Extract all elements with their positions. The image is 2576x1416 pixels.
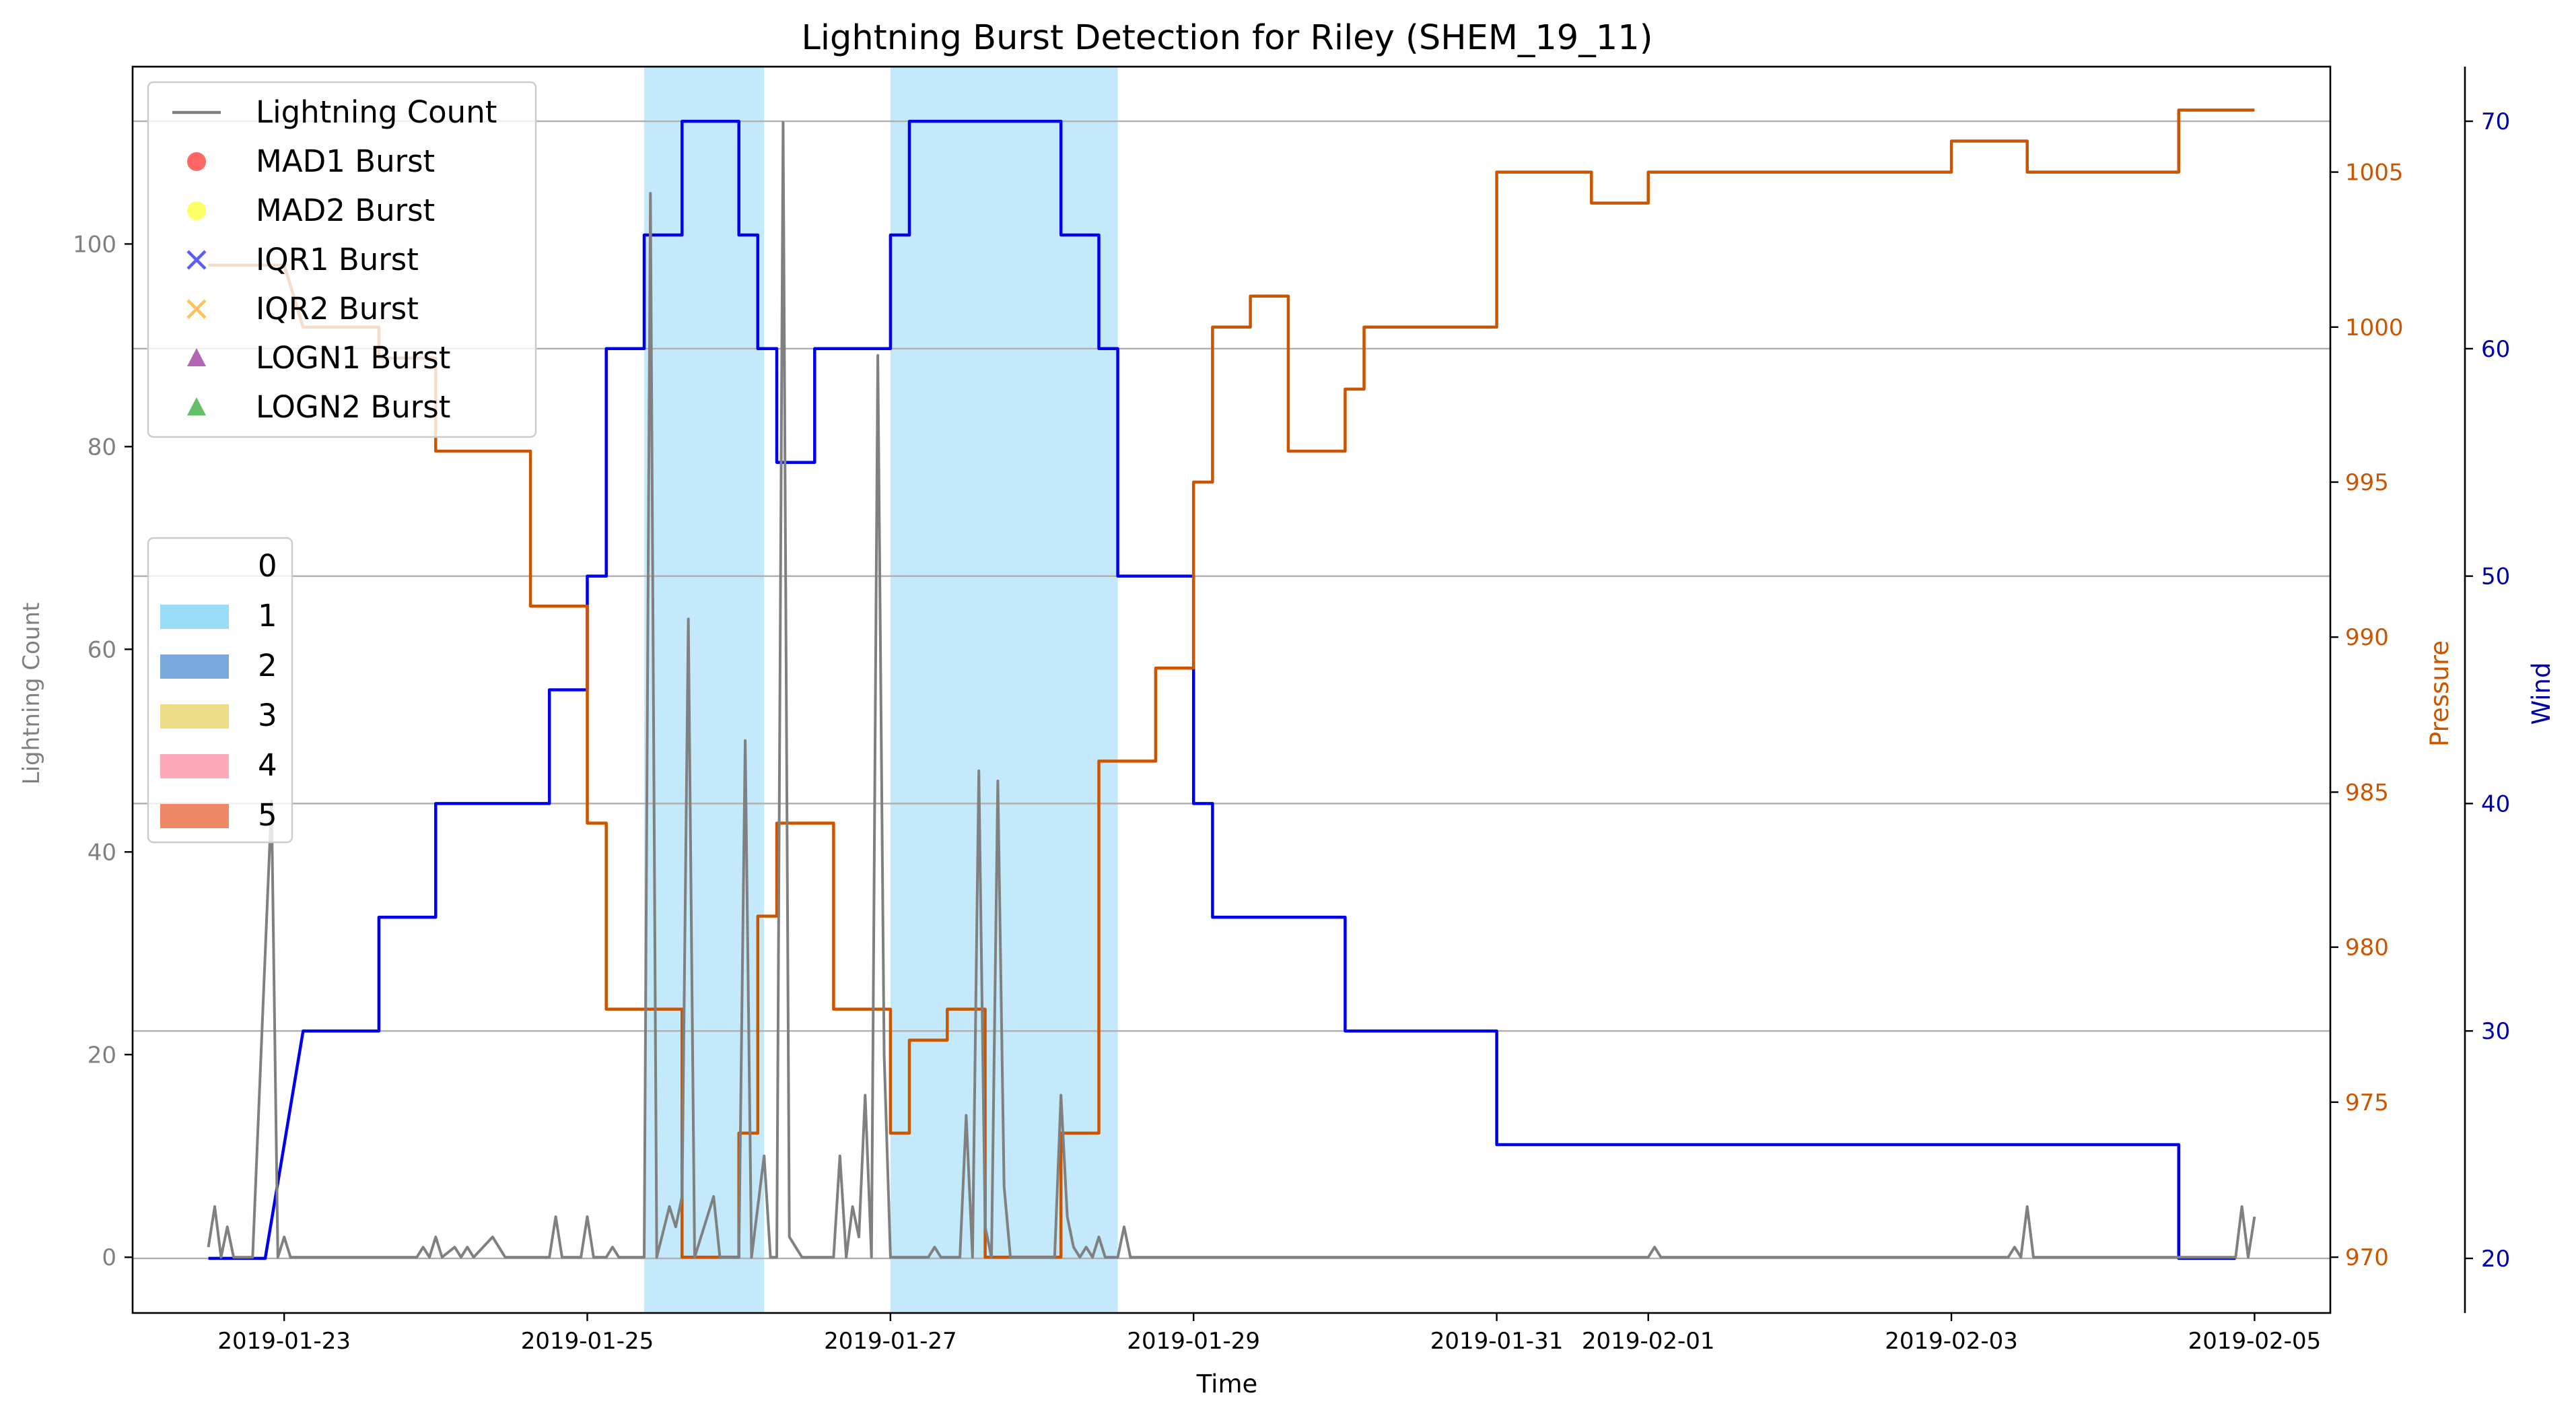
y-axis-label-wind: Wind	[2527, 663, 2556, 725]
x-tick-label: 2019-01-31	[1430, 1328, 1564, 1355]
category-legend-label: 3	[258, 698, 277, 733]
series-legend-label: LOGN1 Burst	[256, 340, 450, 376]
pressure-tick-label: 1005	[2345, 160, 2404, 187]
series-legend-frame	[147, 81, 537, 438]
wind-tick-label: 70	[2481, 108, 2510, 135]
legend-marker-x	[186, 299, 207, 319]
series-legend: Lightning Count MAD1 Burst MAD2 Burst IQR1 …	[147, 81, 537, 438]
category-span-1	[643, 67, 765, 1313]
legend-marker-circle	[187, 201, 206, 220]
category-legend-swatch	[160, 654, 229, 679]
x-tick-label: 2019-02-03	[1885, 1328, 2018, 1355]
pressure-tick-label: 995	[2345, 469, 2389, 496]
series-legend-label: IQR2 Burst	[256, 291, 419, 327]
x-tick-label: 2019-02-01	[1582, 1328, 1715, 1355]
legend-marker-triangle	[187, 348, 206, 366]
series-legend-label: LOGN2 Burst	[256, 389, 450, 425]
x-tick-label: 2019-01-29	[1127, 1328, 1260, 1355]
category-legend-label: 4	[258, 747, 277, 783]
series-lines	[207, 108, 2256, 1260]
plot-frame	[131, 65, 2332, 1314]
category-legend-label: 2	[258, 648, 277, 683]
legend-marker-circle	[187, 152, 206, 171]
lightning-tick-label: 80	[88, 434, 116, 461]
y-axis-label-lightning: Lightning Count	[18, 603, 45, 785]
category-legend-label: 0	[258, 548, 277, 584]
x-tick-label: 2019-01-25	[521, 1328, 654, 1355]
series-legend-label: MAD1 Burst	[256, 143, 435, 179]
lightning-tick-label: 100	[73, 231, 116, 258]
category-legend-swatch	[160, 804, 229, 828]
wind-tick-label: 30	[2481, 1018, 2510, 1045]
series-legend-label: MAD2 Burst	[256, 193, 435, 228]
pressure-tick-label: 990	[2345, 624, 2389, 651]
lightning-tick-label: 40	[88, 839, 116, 866]
lightning-tick-label: 0	[102, 1244, 116, 1271]
axes: 2019-01-23 2019-01-25 2019-01-27 2019-01-29…	[73, 67, 2510, 1355]
lightning-count-line	[207, 121, 2256, 1259]
pressure-tick-label: 1000	[2345, 314, 2404, 341]
lightning-tick-label: 20	[88, 1042, 116, 1069]
lightning-tick-label: 60	[88, 636, 116, 663]
x-tick-label: 2019-01-27	[824, 1328, 957, 1355]
wind-tick-label: 60	[2481, 336, 2510, 363]
wind-tick-label: 40	[2481, 790, 2510, 817]
wind-tick-label: 20	[2481, 1246, 2510, 1273]
category-legend-swatch	[160, 605, 229, 629]
category-legend: 0 1 2 3 4 5	[147, 537, 293, 844]
pressure-tick-label: 975	[2345, 1089, 2389, 1116]
y-axis-label-pressure: Pressure	[2425, 640, 2454, 747]
wind-line	[208, 119, 2236, 1260]
series-legend-label: Lightning Count	[256, 94, 497, 130]
category-legend-label: 5	[258, 797, 277, 833]
category-spans	[643, 67, 1118, 1313]
series-legend-label: IQR1 Burst	[256, 242, 419, 277]
chart-title: Lightning Burst Detection for Riley (SHE…	[801, 18, 1652, 58]
x-tick-label: 2019-02-05	[2188, 1328, 2322, 1355]
x-tick-label: 2019-01-23	[217, 1328, 351, 1355]
category-legend-swatch	[160, 704, 229, 729]
category-legend-label: 1	[258, 598, 277, 634]
category-legend-swatch	[160, 754, 229, 778]
x-axis-label: Time	[1196, 1370, 1258, 1398]
legend-marker-x	[186, 250, 207, 270]
wind-tick-label: 50	[2481, 564, 2510, 591]
pressure-tick-label: 985	[2345, 779, 2389, 806]
pressure-tick-label: 970	[2345, 1244, 2389, 1271]
pressure-tick-label: 980	[2345, 935, 2389, 962]
legend-marker-triangle	[187, 397, 206, 415]
